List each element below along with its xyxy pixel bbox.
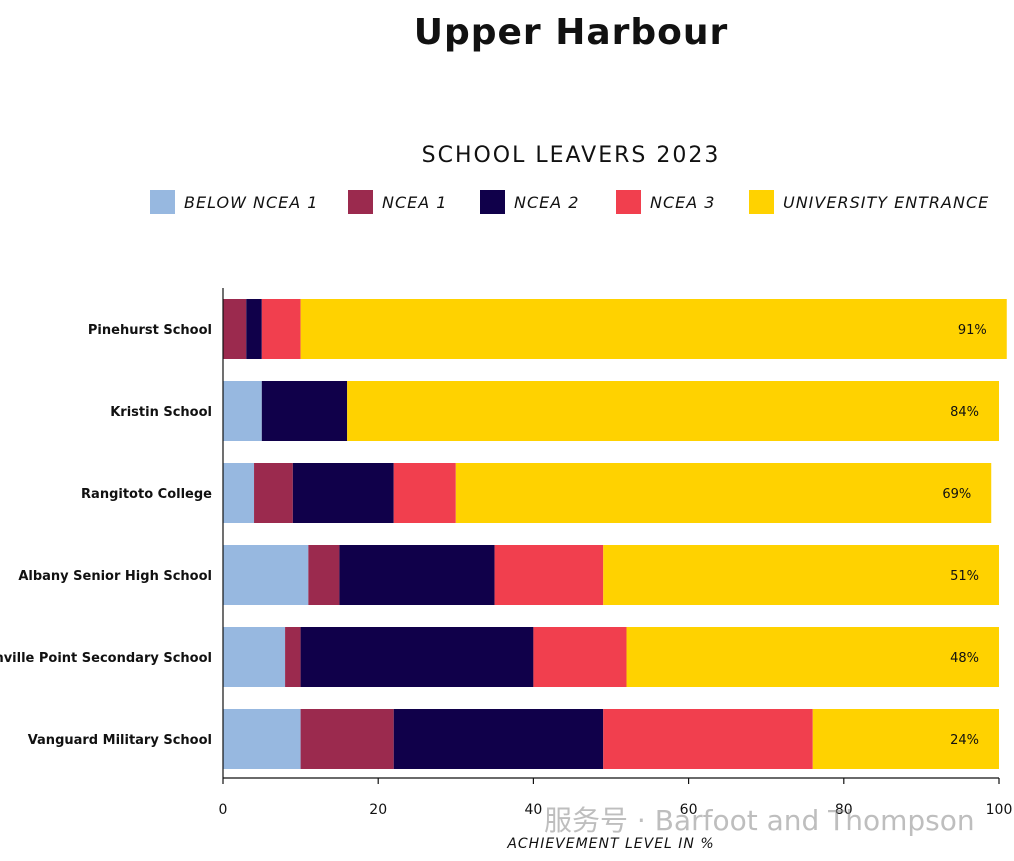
bar-segment (812, 709, 999, 769)
bar-segment (455, 463, 992, 523)
bar-segment (254, 463, 293, 523)
bar-segment (223, 545, 309, 605)
bar-segment (223, 381, 262, 441)
x-tick-label: 60 (680, 802, 698, 818)
bar-segment (494, 545, 604, 605)
bar-segment (626, 627, 999, 687)
x-tick-label: 100 (986, 802, 1013, 818)
x-tick-label: 20 (369, 802, 387, 818)
legend-swatch (749, 190, 774, 214)
bar-segment (261, 299, 301, 359)
legend-swatch (480, 190, 505, 214)
bar-segment (339, 545, 495, 605)
legend: BELOW NCEA 1 NCEA 1 NCEA 2 NCEA 3 UNIVERSITY… (150, 190, 989, 214)
bar-segment (603, 709, 813, 769)
legend-label: UNIVERSITY ENTRANCE (783, 193, 989, 212)
x-axis-label: ACHIEVEMENT LEVEL IN % (506, 836, 714, 852)
bar-segment (300, 709, 394, 769)
bar-segment (261, 381, 348, 441)
chart-title: SCHOOL LEAVERS 2023 (422, 143, 721, 168)
category-label: Albany Senior High School (18, 569, 212, 584)
legend-swatch (616, 190, 641, 214)
bar-segment (533, 627, 627, 687)
page-title: Upper Harbour (414, 12, 729, 53)
legend-label: NCEA 2 (514, 193, 579, 212)
data-label: 24% (950, 733, 979, 748)
bar-segment (300, 299, 1007, 359)
data-label: 69% (942, 487, 971, 502)
category-label: Pinehurst School (88, 323, 212, 338)
data-label: 48% (950, 651, 979, 666)
category-label: Vanguard Military School (28, 733, 212, 748)
x-tick-label: 40 (524, 802, 542, 818)
category-label: Kristin School (110, 405, 212, 420)
data-label: 91% (958, 323, 987, 338)
bar-segment (300, 627, 534, 687)
bar-segment (308, 545, 340, 605)
bar-segment (393, 463, 456, 523)
bar-segment (223, 463, 255, 523)
data-label: 51% (950, 569, 979, 584)
legend-label: NCEA 1 (382, 193, 447, 212)
bar-segment (347, 381, 999, 441)
x-tick-label: 0 (219, 802, 228, 818)
watermark: 服务号 · Barfoot and Thompson (544, 804, 975, 837)
legend-label: NCEA 3 (650, 193, 715, 212)
x-tick-label: 80 (835, 802, 853, 818)
bar-segment (223, 627, 286, 687)
legend-swatch (150, 190, 175, 214)
bar-segment (292, 463, 394, 523)
bar-segment (603, 545, 999, 605)
bars-group: Pinehurst School 91% Kristin School 84% Rang… (0, 299, 1007, 769)
bar-segment (223, 299, 247, 359)
legend-label: BELOW NCEA 1 (184, 193, 318, 212)
axes: 0 20 40 60 80 100 (219, 288, 1013, 818)
bar-segment (285, 627, 301, 687)
data-label: 84% (950, 405, 979, 420)
legend-swatch (348, 190, 373, 214)
bar-segment (246, 299, 262, 359)
category-label: Hobsonville Point Secondary School (0, 651, 212, 666)
category-label: Rangitoto College (81, 487, 212, 502)
bar-segment (393, 709, 604, 769)
bar-segment (223, 709, 301, 769)
